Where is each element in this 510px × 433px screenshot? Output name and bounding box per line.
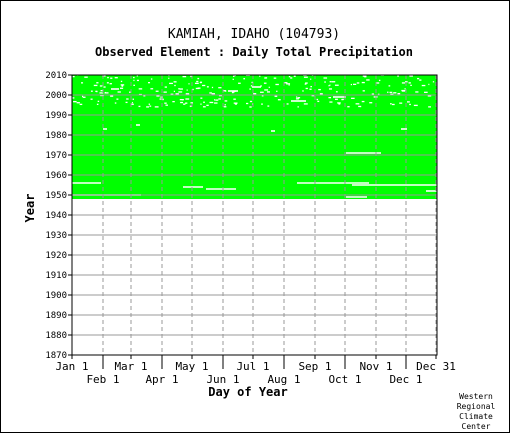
y-tick-label: 2010 [45, 71, 67, 81]
x-tick-label: Dec 31 [416, 360, 456, 373]
x-tick-label: Oct 1 [328, 373, 361, 386]
x-axis-label: Day of Year [208, 385, 287, 399]
y-tick-label: 1880 [45, 331, 67, 341]
x-tick-label: Aug 1 [267, 373, 300, 386]
y-tick-label: 1950 [45, 191, 67, 201]
y-tick-label: 1890 [45, 311, 67, 321]
y-tick-label: 1920 [45, 251, 67, 261]
x-tick-label: Jan 1 [55, 360, 88, 373]
credit-line-1: Western [459, 392, 493, 401]
data-coverage-band [72, 75, 437, 199]
credit-line-4: Center [462, 422, 491, 431]
y-tick-label: 1990 [45, 111, 67, 121]
x-tick-label: Sep 1 [298, 360, 331, 373]
y-tick-label: 1870 [45, 351, 67, 361]
x-tick-label: Nov 1 [359, 360, 392, 373]
y-tick-label: 1900 [45, 291, 67, 301]
y-tick-label: 1970 [45, 151, 67, 161]
x-tick-label: Feb 1 [86, 373, 119, 386]
y-tick-label: 2000 [45, 91, 67, 101]
y-tick-label: 1980 [45, 131, 67, 141]
y-tick-label: 1940 [45, 211, 67, 221]
x-tick-label: Apr 1 [145, 373, 178, 386]
chart-subtitle: Observed Element : Daily Total Precipita… [95, 45, 413, 59]
grid-layer [71, 74, 438, 356]
x-tick-label: Jun 1 [206, 373, 239, 386]
chart-title: KAMIAH, IDAHO (104793) [168, 27, 340, 42]
y-tick-label: 1930 [45, 231, 67, 241]
credit-line-2: Regional [457, 402, 496, 411]
y-tick-label: 1910 [45, 271, 67, 281]
y-tick-label: 1960 [45, 171, 67, 181]
credit: Western Regional Climate Center [457, 392, 496, 431]
x-tick-label: Jul 1 [236, 360, 269, 373]
x-tick-label: Dec 1 [389, 373, 422, 386]
x-tick-label: Mar 1 [114, 360, 147, 373]
y-axis-label: Year [23, 194, 37, 223]
credit-line-3: Climate [459, 412, 493, 421]
data-coverage-layer [72, 74, 437, 199]
x-tick-label: May 1 [175, 360, 208, 373]
y-axis: 1870 1880 1890 1900 1910 1920 1930 1940 1950 1960… [45, 71, 72, 361]
